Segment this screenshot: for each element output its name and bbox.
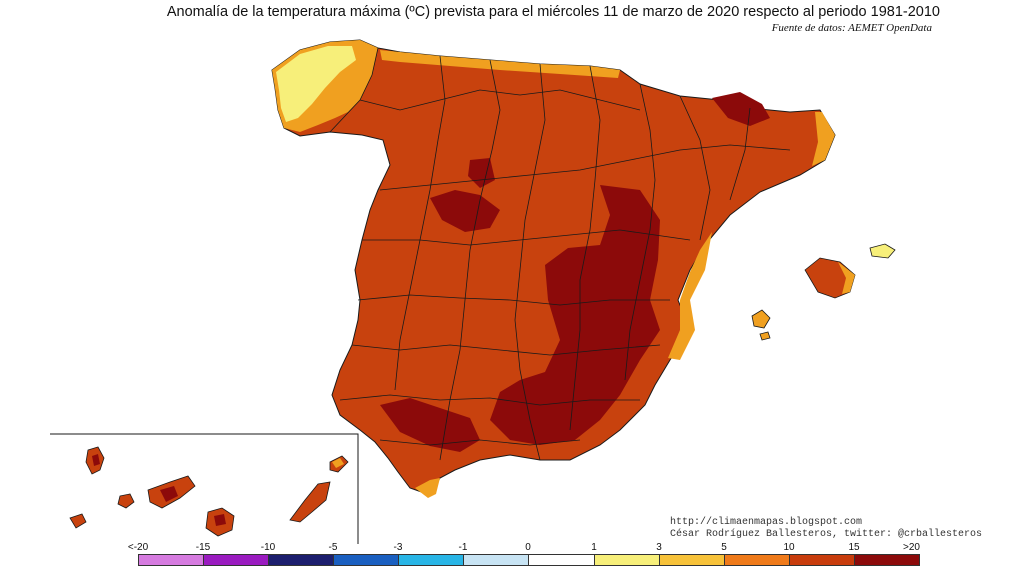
el-hierro [69,513,87,529]
legend-bar [138,554,920,566]
galicia-coolest-zone [276,46,356,122]
gran-canaria-hot-zone [214,514,226,526]
legend-tick: -15 [195,542,211,553]
south-coast-mild [415,478,440,498]
central-hot-zone [490,185,660,445]
legend-tick: -3 [393,542,403,553]
legend-swatch [139,555,205,565]
catalan-mild-strip [812,112,835,166]
legend-tick: >20 [903,542,920,553]
legend-tick: <-20 [127,542,149,553]
legend-tick: 0 [525,542,531,553]
legend-swatch [854,555,919,565]
legend-swatch [529,555,595,565]
legend-swatch [269,555,335,565]
legend-swatch [789,555,855,565]
legend-swatch [334,555,400,565]
canary-islands [69,446,349,537]
legend-tick: 5 [721,542,727,553]
map-title: Anomalía de la temperatura máxima (ºC) p… [166,4,940,20]
legend-swatch [724,555,790,565]
mallorca-mild-edge [838,262,855,294]
lanzarote-mild [332,458,344,468]
blog-credit: http://climaenmapas.blogspot.com [670,517,863,528]
legend-tick: -1 [458,542,468,553]
legend-swatch [464,555,530,565]
formentera [759,331,771,341]
la-palma-hot-zone [92,454,100,466]
tenerife-hot-zone [160,486,178,502]
pyrenees-hot-zone [712,92,770,126]
legend-swatch [204,555,270,565]
legend-tick: -10 [260,542,276,553]
legend-tick: -5 [328,542,338,553]
levante-mild-strip [668,232,712,360]
legend-tick: 3 [656,542,662,553]
la-gomera [117,493,135,509]
guadalquivir-hot-zone [380,398,480,452]
legend-tick: 15 [848,542,860,553]
ibiza [751,309,771,329]
fuerteventura [289,481,331,523]
color-legend: <-20 -15 -10 -5 -3 -1 0 1 3 5 10 15 >20 [128,542,920,576]
author-credit: César Rodríguez Ballesteros, twitter: @c… [670,529,983,540]
data-source: Fuente de datos: AEMET OpenData [771,22,932,34]
menorca [869,243,896,259]
legend-swatch [659,555,725,565]
canary-inset-frame [50,433,359,544]
legend-tick: 10 [783,542,795,553]
duero-hot-zone [430,190,500,232]
province-borders [329,47,791,461]
legend-swatch [399,555,465,565]
legend-tick: 1 [591,542,597,553]
legend-swatch [594,555,660,565]
